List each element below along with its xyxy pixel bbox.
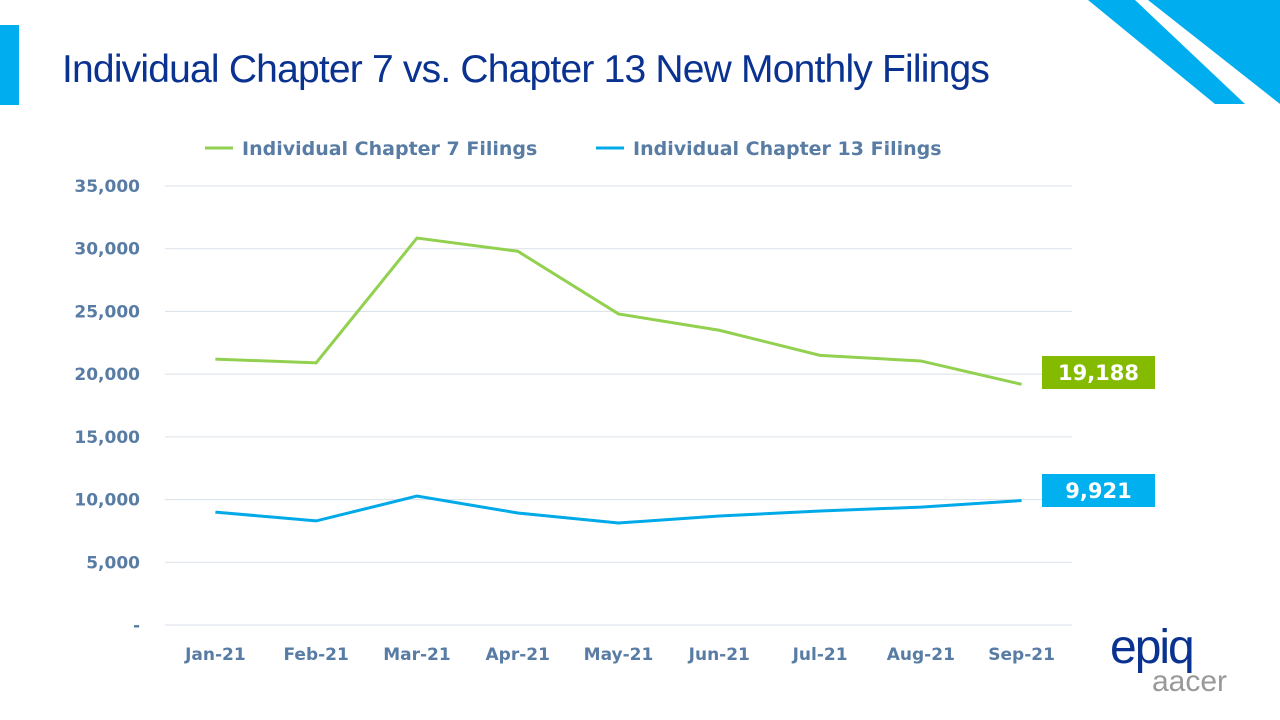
ch7-end-label: 19,188 (1042, 356, 1155, 389)
epiq-aacer-logo: epiq aacer (1110, 621, 1228, 698)
corner-stripe (1148, 0, 1280, 104)
x-tick-label: Jul-21 (792, 645, 848, 665)
title-accent-bar (0, 25, 19, 105)
x-tick-label: Jan-21 (184, 645, 246, 665)
logo-aacer: aacer (1152, 665, 1228, 698)
y-tick-label: 5,000 (86, 553, 140, 573)
legend-label: Individual Chapter 7 Filings (242, 138, 537, 160)
x-tick-label: Apr-21 (486, 645, 550, 665)
x-tick-label: May-21 (584, 645, 654, 665)
ch13-end-label: 9,921 (1042, 474, 1155, 507)
y-tick-label: 20,000 (74, 365, 140, 385)
logo-epiq: epiq (1110, 621, 1195, 674)
y-tick-label: 25,000 (74, 302, 140, 322)
x-tick-label: Feb-21 (283, 645, 348, 665)
x-tick-label: Jun-21 (688, 645, 750, 665)
series-line-ch13 (215, 494, 1022, 525)
y-tick-label: 30,000 (74, 240, 140, 260)
corner-stripe (1088, 0, 1245, 104)
x-tick-label: Sep-21 (988, 645, 1055, 665)
x-tick-label: Aug-21 (887, 645, 955, 665)
y-tick-label: 10,000 (74, 491, 140, 511)
legend-label: Individual Chapter 13 Filings (633, 138, 942, 160)
x-tick-label: Mar-21 (383, 645, 451, 665)
y-tick-label: - (133, 616, 140, 636)
y-tick-label: 35,000 (74, 177, 140, 197)
page-title: Individual Chapter 7 vs. Chapter 13 New … (62, 48, 990, 91)
y-tick-label: 15,000 (74, 428, 140, 448)
